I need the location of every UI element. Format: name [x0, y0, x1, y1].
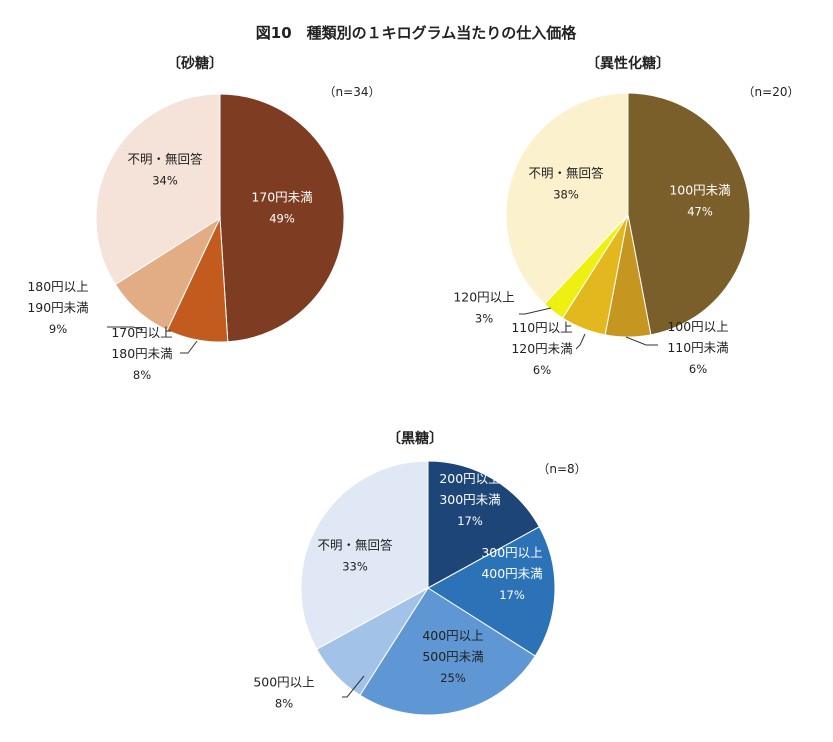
pie-slice [95, 93, 221, 286]
pie-chart-isomerized-sugar: 〔異性化糖〕 （n=20） 100円未満 47% 100円以上 110円未満 6% 110… [453, 55, 799, 377]
leader-line [625, 336, 658, 346]
leader-line [519, 307, 552, 315]
pie-chart-brown-sugar: 〔黒糖〕 （n=8） 200円以上 300円未満 17% 300円以上 400円未満 17… [253, 430, 587, 716]
slice-label: 100円未満 47% [669, 183, 730, 219]
pie-slice [505, 92, 629, 305]
pie-slice [427, 460, 540, 589]
slice-label: 100円以上 110円未満 6% [667, 319, 728, 376]
pie-slice [219, 93, 345, 343]
slice-label: 300円以上 400円未満 17% [481, 545, 542, 602]
slice-label: 120円以上 3% [453, 290, 514, 326]
leader-line [180, 340, 198, 354]
slice-label: 400円以上 500円未満 25% [422, 628, 483, 685]
slice-label: 170円未満 49% [251, 190, 312, 226]
sample-size-label: （n=34） [324, 85, 381, 99]
pie-slice [627, 92, 751, 336]
slice-label: 200円以上 300円未満 17% [439, 471, 500, 528]
pie-title: 〔黒糖〕 [387, 430, 443, 447]
pie-title: 〔砂糖〕 [167, 55, 223, 72]
sample-size-label: （n=8） [537, 462, 586, 476]
leader-line [107, 326, 144, 331]
leader-line [342, 675, 365, 698]
slice-label: 170円以上 180円未満 8% [111, 325, 172, 382]
pie-title: 〔異性化糖〕 [586, 55, 670, 72]
pie-slice [427, 526, 556, 657]
slice-label: 110円以上 120円未満 6% [511, 320, 572, 377]
pie-chart-sugar: 〔砂糖〕 （n=34） 170円未満 49% 170円以上 180円未満 8% 180円以… [27, 55, 380, 382]
leader-line [575, 333, 586, 350]
sample-size-label: （n=20） [743, 85, 800, 99]
figure-title: 図10 種類別の１キログラム当たりの仕入価格 [256, 24, 577, 42]
slice-label: 不明・無回答 34% [127, 152, 203, 188]
pie-slice [300, 460, 429, 650]
pie-slice [359, 587, 536, 716]
slice-label: 180円以上 190円未満 9% [27, 279, 88, 336]
slice-label: 500円以上 8% [253, 675, 314, 711]
slice-label: 不明・無回答 33% [317, 538, 393, 574]
slice-label: 不明・無回答 38% [528, 166, 604, 202]
